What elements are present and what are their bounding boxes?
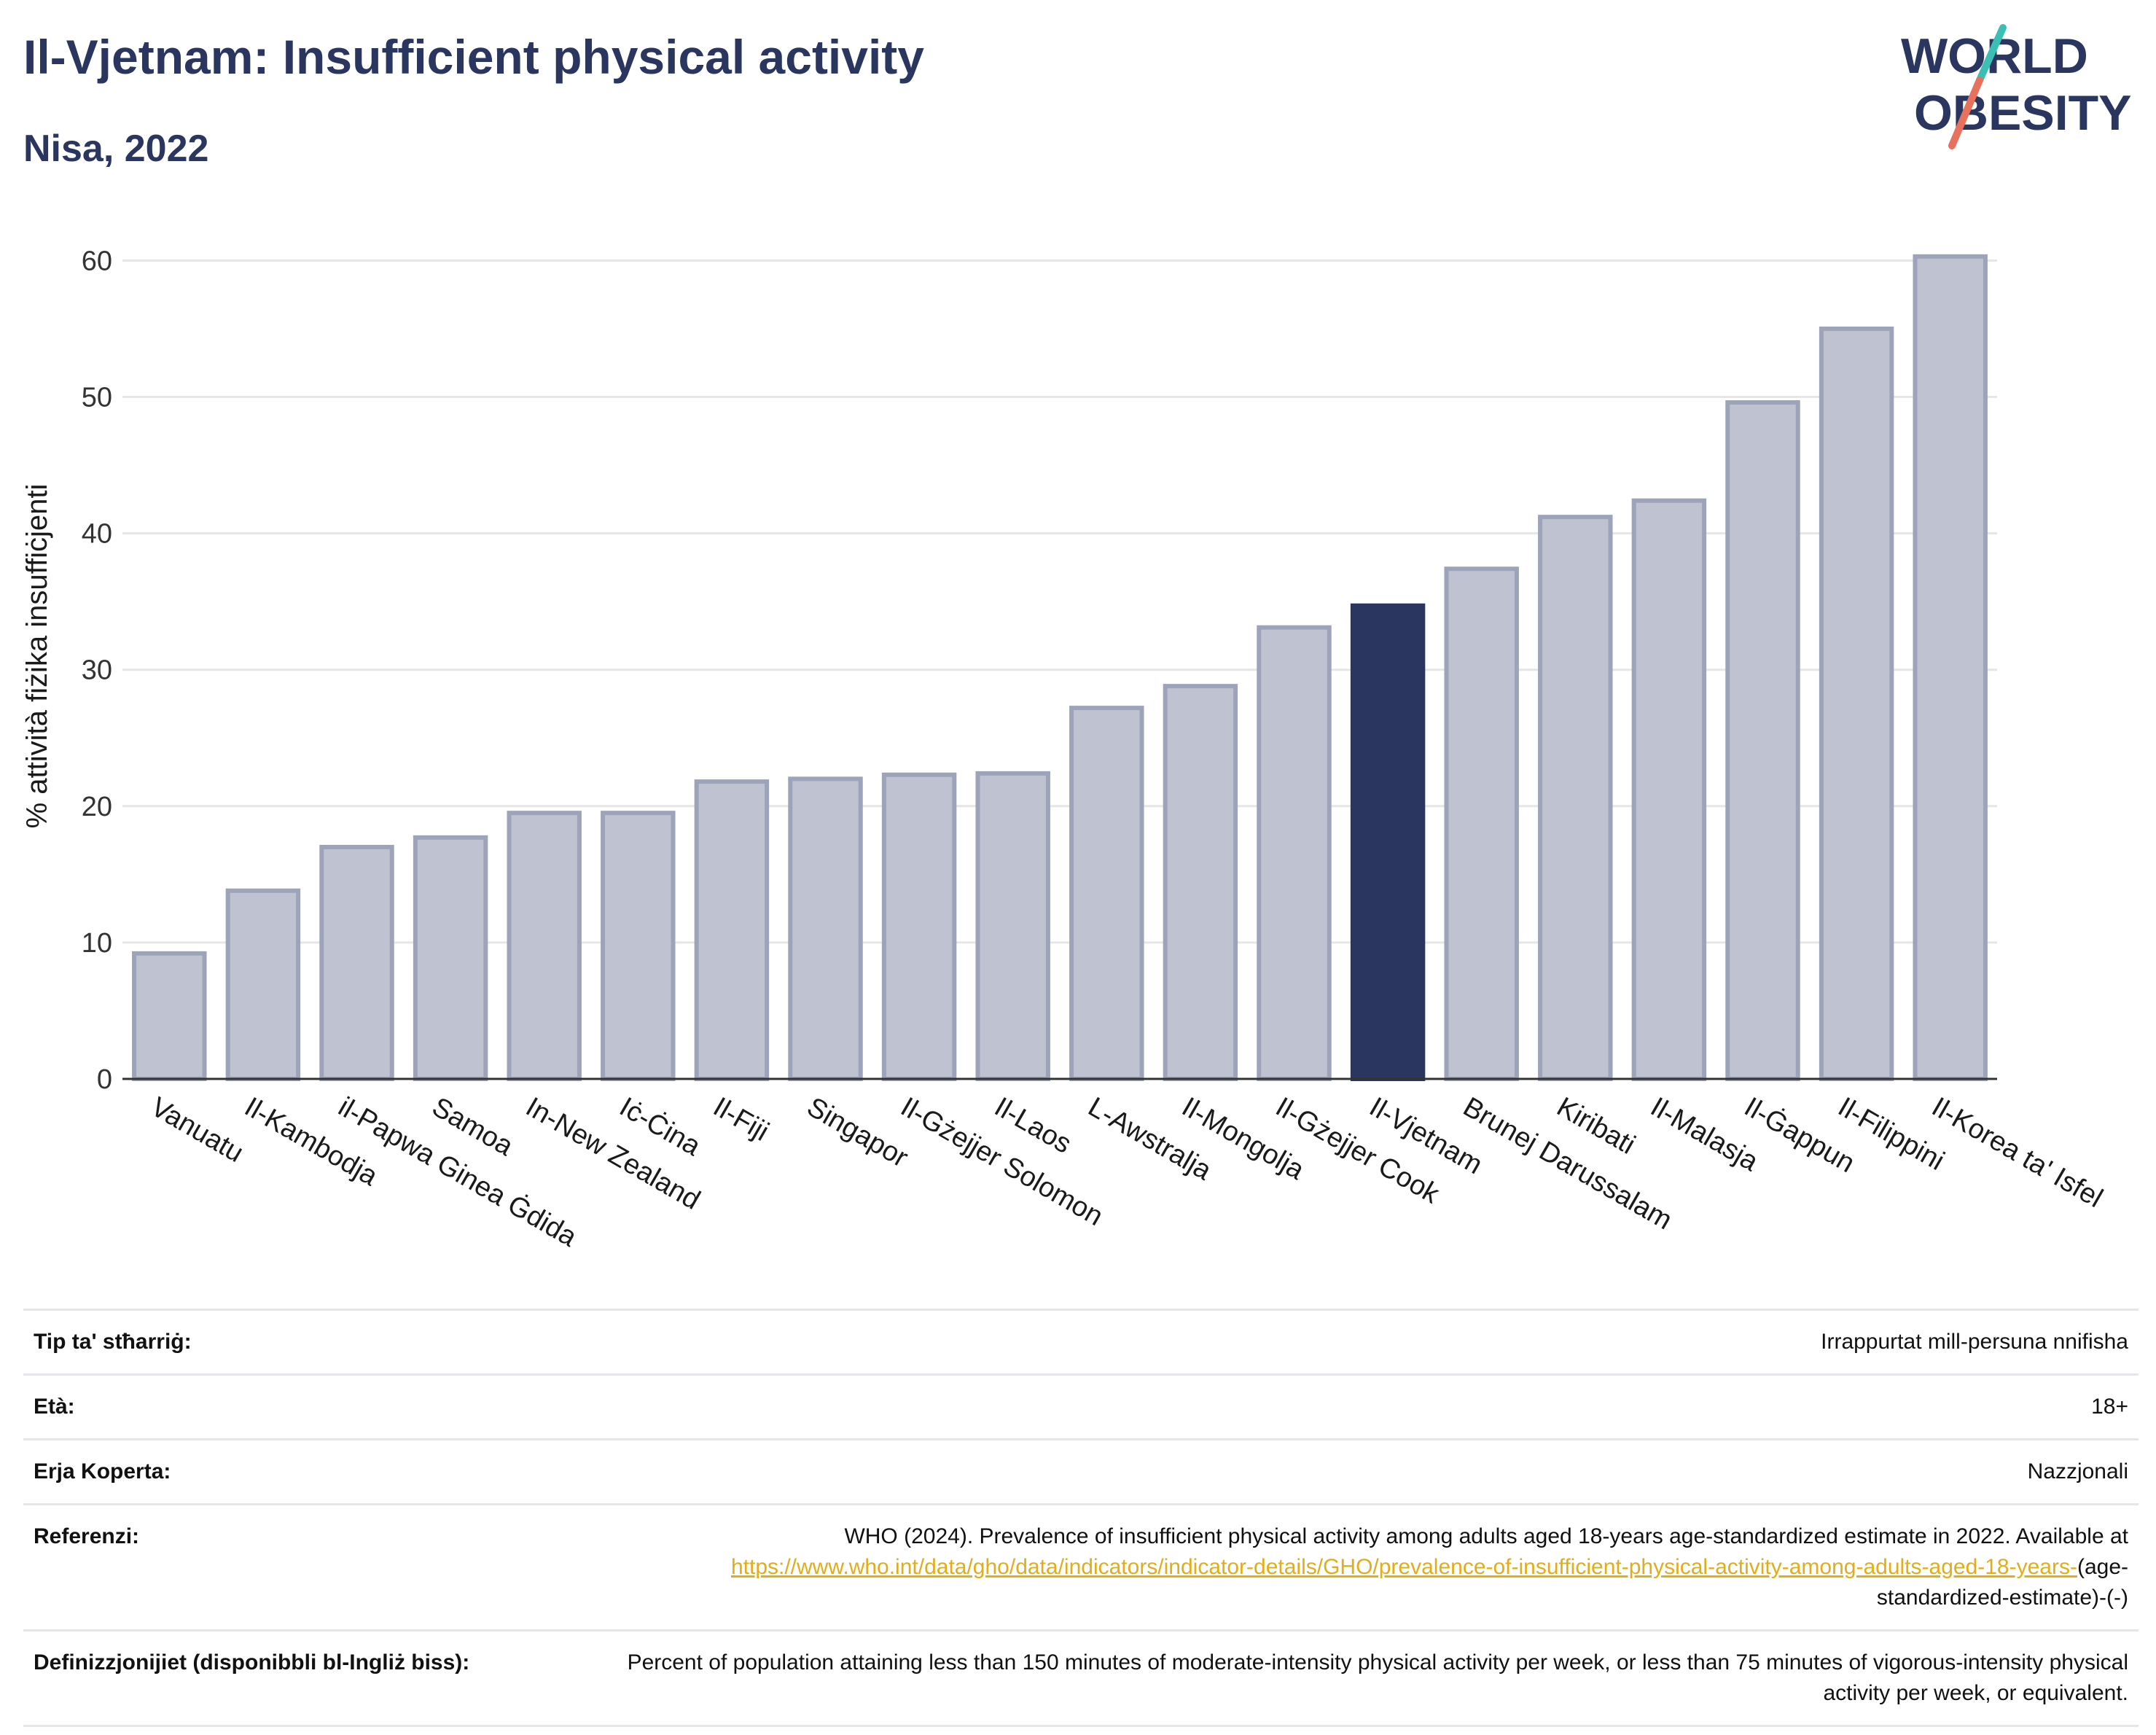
y-axis-ticks: 0 10 20 30 40 50 60 (82, 246, 112, 1095)
logo-slash-teal (1976, 24, 2007, 84)
bar-7 (788, 776, 863, 1081)
meta-row-references: Referenzi: WHO (2024). Prevalence of ins… (23, 1503, 2139, 1631)
meta-row-definitions: Definizzjonijiet (disponibbli bl-Ingliż … (23, 1629, 2139, 1727)
meta-label: Erja Koperta: (23, 1438, 598, 1505)
logo-slash-coral (1948, 77, 1983, 149)
y-axis-title: % attività fiżika insuffiċjenti (21, 484, 53, 829)
page-subtitle: Nisa, 2022 (23, 128, 209, 170)
logo-line-1: WORLD (1901, 28, 2088, 84)
y-tick-label: 30 (82, 655, 112, 686)
metadata-table: Tip ta' stħarriġ: Irrappurtat mill-persu… (23, 1309, 2139, 1727)
bar-chart: 0 10 20 30 40 50 60 VanuatuIl-Kambodjail-Papwa… (21, 246, 2108, 1253)
bar-8 (881, 772, 957, 1081)
x-tick-label: Il-Gżejjer Cook (1270, 1091, 1445, 1210)
y-tick-label: 0 (97, 1064, 112, 1095)
reference-link[interactable]: https://www.who.int/data/gho/data/indica… (730, 1555, 2077, 1579)
meta-label: Età: (23, 1373, 598, 1440)
bar-1 (225, 888, 301, 1081)
y-tick-label: 40 (82, 519, 112, 550)
bar-5 (601, 811, 676, 1082)
meta-value: Nazzjonali (598, 1438, 2139, 1505)
bar-17 (1725, 400, 1800, 1081)
page-title: Il-Vjetnam: Insufficient physical activi… (23, 30, 924, 84)
bar-0 (132, 951, 207, 1081)
gridlines (122, 259, 1997, 944)
meta-row-area: Erja Koperta: Nazzjonali (23, 1438, 2139, 1505)
x-tick-label: Il-Malasja (1645, 1091, 1764, 1177)
x-tick-label: Singapor (802, 1091, 913, 1174)
bar-15 (1538, 515, 1613, 1081)
bar-14 (1444, 566, 1519, 1081)
y-tick-label: 10 (82, 928, 112, 959)
y-tick-label: 20 (82, 792, 112, 822)
meta-value: Irrappurtat mill-persuna nnifisha (598, 1309, 2139, 1375)
reference-text: WHO (2024). Prevalence of insufficient p… (844, 1524, 2128, 1548)
bar-10 (1069, 706, 1144, 1082)
meta-label: Referenzi: (23, 1503, 598, 1631)
reference-suffix: (age-standardized-estimate)-(-) (1876, 1555, 2128, 1610)
bar-16 (1631, 498, 1707, 1082)
x-tick-label: Il-Korea ta' Isfel (1926, 1091, 2108, 1214)
y-tick-label: 50 (82, 383, 112, 413)
bar-18 (1819, 326, 1894, 1081)
meta-row-survey-type: Tip ta' stħarriġ: Irrappurtat mill-persu… (23, 1309, 2139, 1375)
bar-13 (1350, 603, 1426, 1081)
bar-2 (319, 844, 394, 1081)
meta-label: Definizzjonijiet (disponibbli bl-Ingliż … (23, 1629, 598, 1727)
bars (132, 254, 1988, 1082)
bar-9 (975, 771, 1050, 1081)
meta-value: Percent of population attaining less tha… (598, 1629, 2139, 1727)
logo-line-2: OBESITY (1914, 85, 2132, 141)
meta-value: 18+ (598, 1373, 2139, 1440)
meta-value: WHO (2024). Prevalence of insufficient p… (598, 1503, 2139, 1631)
bar-12 (1257, 625, 1332, 1081)
meta-label: Tip ta' stħarriġ: (23, 1309, 598, 1375)
bar-11 (1163, 684, 1238, 1081)
meta-row-age: Età: 18+ (23, 1373, 2139, 1440)
world-obesity-logo: WORLD OBESITY (1901, 24, 2132, 149)
bar-4 (507, 811, 582, 1082)
x-tick-label: Il-Fiji (708, 1091, 773, 1147)
x-tick-label: Vanuatu (146, 1091, 249, 1169)
bar-6 (694, 779, 770, 1081)
bar-19 (1913, 254, 1988, 1082)
y-tick-label: 60 (82, 246, 112, 276)
bar-3 (413, 835, 488, 1081)
